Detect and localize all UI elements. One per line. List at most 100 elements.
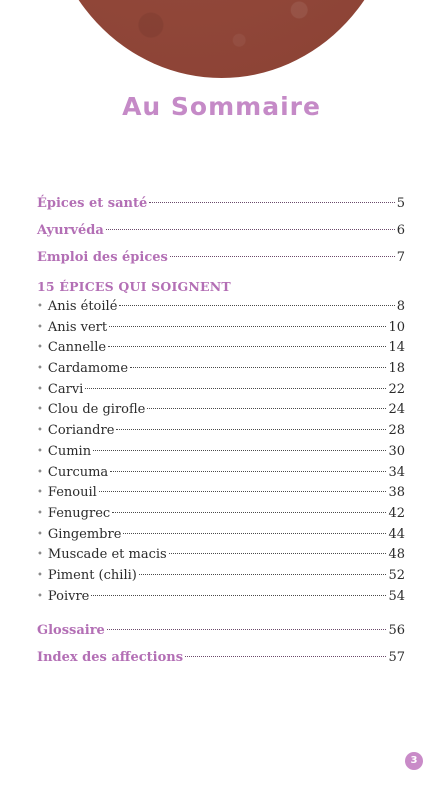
spice-entry-label: Cumin [47,443,92,459]
table-of-contents: Épices et santé 5 Ayurvéda 6 Emploi des … [37,196,405,677]
dot-leader [147,408,387,410]
spice-entry[interactable]: • Cannelle 14 [37,340,405,361]
dot-leader [110,470,387,472]
toc-entry[interactable]: Glossaire 56 [37,623,405,650]
dot-leader [130,367,387,369]
spice-entry-page: 28 [388,423,405,439]
bullet-icon: • [37,404,43,416]
spice-entry[interactable]: • Cardamome 18 [37,361,405,382]
toc-entry[interactable]: Index des affections 57 [37,650,405,677]
bullet-icon: • [37,549,43,561]
toc-entry-page: 56 [388,623,405,639]
spice-entry[interactable]: • Poivre 54 [37,589,405,610]
spice-entry-page: 48 [388,547,405,563]
dot-leader [149,202,395,203]
bullet-icon: • [37,487,43,499]
bullet-icon: • [37,445,43,457]
page-title: Au Sommaire [122,92,321,121]
spice-entry-page: 8 [396,299,405,314]
bullet-icon: • [37,363,43,375]
toc-entry-label: Index des affections [37,650,184,666]
spice-entry-label: Cardamome [47,361,129,377]
toc-entry-page: 7 [396,250,405,265]
dot-leader [185,656,387,658]
toc-main-group-bottom: Glossaire 56 Index des affections 57 [37,623,405,677]
spice-entry-page: 30 [388,443,405,459]
toc-entry-label: Emploi des épices [37,250,168,265]
spice-entry-label: Cannelle [47,340,107,356]
dot-leader [93,449,387,451]
spice-entry[interactable]: • Clou de girofle 24 [37,402,405,423]
spice-entry[interactable]: • Fenouil 38 [37,485,405,506]
dot-leader [112,511,387,513]
spice-entry-page: 52 [388,567,405,583]
bullet-icon: • [37,425,43,437]
toc-main-group-top: Épices et santé 5 Ayurvéda 6 Emploi des … [37,196,405,277]
spice-entry-label: Fenugrec [47,505,111,521]
toc-entry-label: Ayurvéda [37,223,104,238]
spice-entry-page: 14 [388,340,405,356]
bullet-icon: • [37,590,43,602]
page-number-badge: 3 [405,752,423,770]
spice-entry[interactable]: • Carvi 22 [37,382,405,403]
dot-leader [169,256,395,257]
spice-entry-label: Carvi [47,381,84,397]
toc-entry-page: 6 [396,223,405,238]
spice-entry-label: Gingembre [47,526,122,542]
spice-entry-page: 44 [388,526,405,542]
spice-entry[interactable]: • Muscade et macis 48 [37,547,405,568]
bullet-icon: • [37,383,43,395]
dot-leader [168,553,387,555]
toc-entry-label: Glossaire [37,623,105,639]
spice-entry-label: Clou de girofle [47,402,146,418]
dot-leader [109,325,387,327]
spice-entry-page: 34 [388,464,405,480]
bullet-icon: • [37,528,43,540]
spice-entry[interactable]: • Curcuma 34 [37,465,405,486]
spice-entry[interactable]: • Coriandre 28 [37,423,405,444]
spice-entry-page: 42 [388,505,405,521]
toc-entry-page: 57 [388,650,405,666]
spice-entry-label: Piment (chili) [47,567,137,583]
toc-entry-page: 5 [396,196,405,211]
bullet-icon: • [37,321,43,333]
bullet-icon: • [37,301,43,312]
spice-entry-label: Anis étoilé [47,299,118,314]
dot-leader [106,629,387,631]
spice-entry-label: Curcuma [47,464,109,480]
toc-entry[interactable]: Emploi des épices 7 [37,250,405,277]
spice-entry[interactable]: • Anis vert 10 [37,320,405,341]
dot-leader [85,387,387,389]
spice-entry-page: 10 [388,319,405,335]
spice-entry-page: 54 [388,588,405,604]
spice-entry[interactable]: • Piment (chili) 52 [37,568,405,589]
spice-entry-page: 24 [388,402,405,418]
dot-leader [138,573,387,575]
toc-entry[interactable]: Épices et santé 5 [37,196,405,223]
spice-entry[interactable]: • Cumin 30 [37,444,405,465]
spice-entry[interactable]: • Anis étoilé 8 [37,299,405,320]
header-decorative-circle [45,0,398,78]
spice-entry-label: Poivre [47,588,90,604]
dot-leader [116,429,387,431]
dot-leader [108,346,387,348]
dot-leader [91,594,387,596]
spice-entry-page: 22 [388,381,405,397]
spice-entry-page: 38 [388,485,405,501]
dot-leader [98,491,387,493]
section-heading: 15 ÉPICES QUI SOIGNENT [37,279,231,294]
spice-entry-page: 18 [388,361,405,377]
toc-entry[interactable]: Ayurvéda 6 [37,223,405,250]
spice-entry-label: Anis vert [47,319,108,335]
spice-entry[interactable]: • Fenugrec 42 [37,506,405,527]
bullet-icon: • [37,507,43,519]
spacer [37,609,405,623]
bullet-icon: • [37,342,43,354]
toc-entry-label: Épices et santé [37,196,148,211]
spice-entry-label: Coriandre [47,423,115,439]
bullet-icon: • [37,569,43,581]
bullet-icon: • [37,466,43,478]
spice-list: • Anis étoilé 8 • Anis vert 10 • Cannelle 14 •… [37,299,405,609]
spice-entry[interactable]: • Gingembre 44 [37,527,405,548]
dot-leader [105,229,395,230]
